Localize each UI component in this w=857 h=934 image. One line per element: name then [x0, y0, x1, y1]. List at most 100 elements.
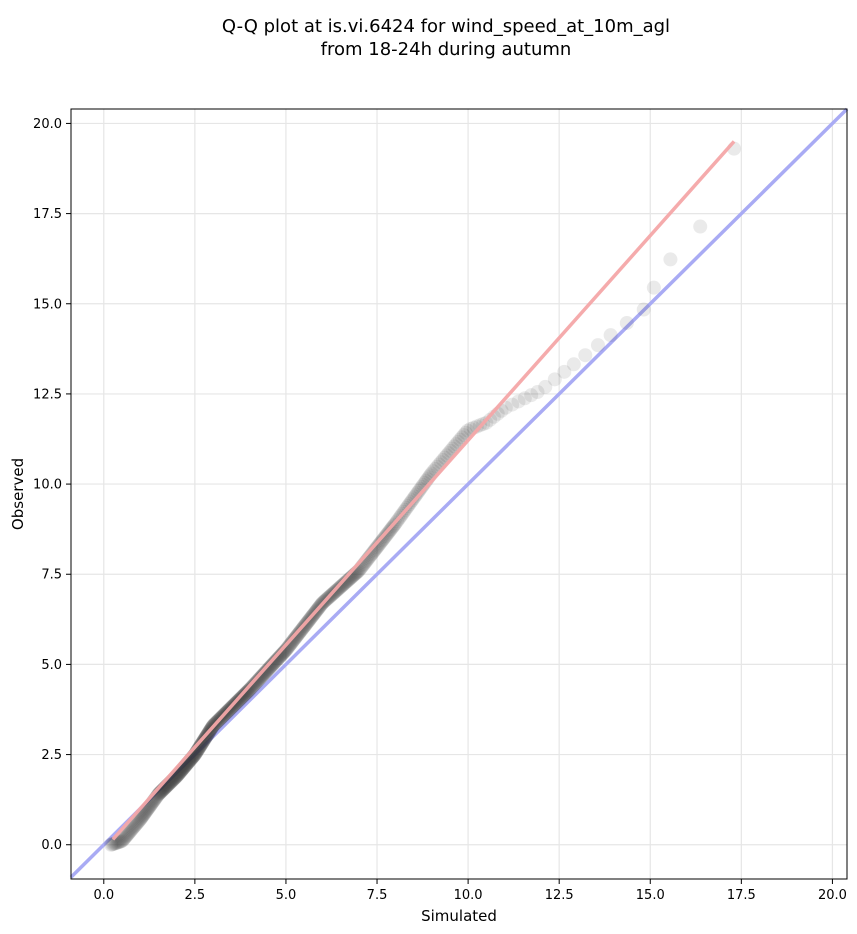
quantile-point — [266, 657, 281, 671]
quantile-point — [240, 684, 255, 699]
quantile-point — [257, 666, 272, 681]
quantile-point — [264, 659, 279, 674]
quantile-point — [256, 667, 271, 682]
quantile-point — [693, 219, 708, 234]
quantile-point — [270, 652, 285, 667]
quantile-point — [117, 831, 132, 846]
quantile-point — [287, 631, 302, 646]
quantile-point — [406, 491, 421, 506]
quantile-point — [283, 637, 298, 652]
quantile-point — [247, 677, 262, 692]
quantile-point — [130, 815, 145, 830]
quantile-point — [267, 655, 282, 670]
quantile-point — [334, 578, 349, 593]
quantile-point — [290, 627, 305, 642]
identity-line — [69, 107, 849, 879]
quantile-point — [124, 822, 139, 837]
y-tick-label: 17.5 — [33, 207, 62, 222]
quantile-point — [131, 814, 146, 829]
quantile-point — [266, 656, 281, 671]
quantile-point — [636, 302, 651, 317]
quantile-point — [108, 836, 123, 851]
quantile-point — [193, 738, 208, 753]
quantile-point — [663, 252, 678, 267]
quantile-point — [195, 735, 210, 750]
quantile-point — [338, 575, 353, 590]
x-tick-label: 17.5 — [727, 888, 756, 903]
quantile-point — [123, 824, 138, 839]
y-tick-label: 0.0 — [41, 838, 62, 853]
quantile-point — [375, 533, 390, 548]
x-tick-label: 5.0 — [276, 888, 297, 903]
quantile-point — [376, 531, 391, 546]
quantile-point — [237, 687, 252, 702]
quantile-point — [557, 364, 572, 379]
quantile-point — [243, 681, 258, 696]
quantile-point — [194, 737, 209, 752]
quantile-point — [246, 678, 261, 693]
quantile-point — [332, 580, 347, 595]
grid — [71, 109, 847, 879]
quantile-point — [259, 664, 274, 679]
quantile-point — [337, 576, 352, 591]
y-axis-label: Observed — [9, 458, 27, 530]
quantile-point — [250, 673, 265, 688]
quantile-point — [370, 540, 385, 555]
quantile-point — [237, 687, 252, 702]
quantile-point — [252, 672, 267, 687]
quantile-point — [547, 372, 562, 387]
quantile-point — [116, 832, 131, 847]
chart-title-line-2: from 18-24h during autumn — [321, 39, 572, 60]
quantile-point — [335, 578, 350, 593]
quantile-point — [372, 537, 387, 552]
quantile-point — [412, 483, 427, 498]
y-axis-ticks: 0.0 2.5 5.0 7.5 10.0 12.5 15.0 17.5 20.0 — [33, 117, 71, 853]
quantile-point — [121, 826, 136, 841]
quantile-point — [483, 412, 498, 427]
quantile-point — [196, 733, 211, 748]
quantile-point — [248, 675, 263, 690]
quantile-point — [377, 530, 392, 545]
quantile-point — [107, 836, 122, 851]
quantile-point — [119, 829, 134, 844]
quantile-point — [281, 639, 296, 654]
quantile-point — [283, 636, 298, 651]
quantile-point — [196, 733, 211, 748]
quantile-point — [126, 820, 141, 835]
quantile-point — [195, 735, 210, 750]
quantile-point — [257, 666, 272, 681]
quantile-point — [619, 315, 634, 330]
quantile-point — [105, 837, 120, 852]
quantile-point — [603, 328, 618, 343]
quantile-point — [289, 629, 304, 644]
quantile-point — [242, 682, 257, 697]
quantile-point — [261, 661, 276, 676]
quantile-point — [368, 541, 383, 556]
x-tick-label: 0.0 — [93, 888, 114, 903]
quantile-point — [239, 685, 254, 700]
x-tick-label: 20.0 — [818, 888, 847, 903]
quantile-point — [241, 683, 256, 698]
quantile-point — [128, 817, 143, 832]
quantile-point — [127, 818, 142, 833]
quantile-point — [646, 280, 661, 295]
x-axis-ticks: 0.0 2.5 5.0 7.5 10.0 12.5 15.0 17.5 20.0 — [93, 879, 847, 903]
quantile-point — [524, 388, 539, 403]
quantile-point — [286, 633, 301, 648]
quantile-point — [250, 674, 265, 689]
quantile-point — [240, 684, 255, 699]
quantile-point — [118, 830, 133, 845]
quantile-point — [245, 679, 260, 694]
quantile-point — [566, 357, 581, 372]
quantile-point — [469, 419, 484, 434]
quantile-point — [286, 632, 301, 647]
quantile-point — [336, 577, 351, 592]
quantile-point — [530, 385, 545, 400]
chart-title-line-1: Q-Q plot at is.vi.6424 for wind_speed_at… — [222, 16, 670, 37]
quantile-point — [407, 489, 422, 504]
quantile-point — [538, 379, 553, 394]
quantile-point — [132, 813, 147, 828]
quantile-point — [254, 669, 269, 684]
quantile-point — [288, 630, 303, 645]
